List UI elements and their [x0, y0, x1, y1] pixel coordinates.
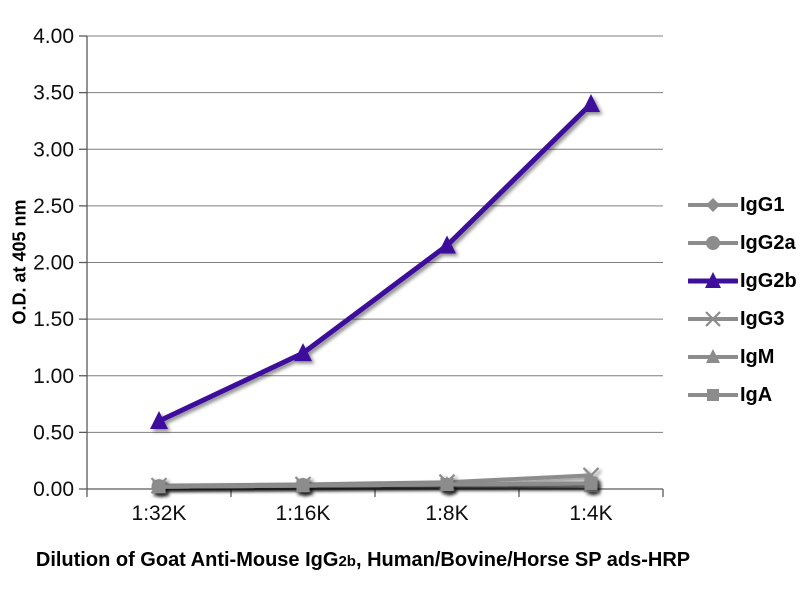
legend-label: IgM [740, 345, 775, 368]
square-marker [584, 476, 598, 490]
triangle-marker [438, 235, 456, 254]
triangle-marker [150, 411, 168, 430]
x-axis-title-prefix: Dilution of Goat Anti-Mouse IgG [35, 549, 339, 571]
y-tick-label: 0.50 [33, 421, 74, 444]
triangle-marker [705, 272, 721, 288]
legend-label: IgA [740, 383, 773, 406]
square-marker [440, 477, 454, 491]
series-IgG2b [150, 93, 600, 430]
x-tick-label: 1:16K [276, 502, 331, 525]
square-marker [152, 480, 166, 494]
legend-item-IgM: IgM [688, 338, 797, 376]
diamond-marker [706, 198, 720, 212]
x-tick-label: 1:8K [425, 502, 468, 525]
legend-marker-x [688, 311, 738, 327]
y-tick-label: 2.00 [33, 252, 74, 275]
y-tick-label: 2.50 [33, 195, 74, 218]
y-axis-title-text: O.D. at 405 nm [9, 199, 30, 325]
square-marker [707, 389, 719, 401]
circle-marker [706, 236, 720, 250]
legend-label: IgG3 [740, 307, 785, 330]
triangle-marker [294, 343, 312, 362]
y-tick-label: 1.50 [33, 308, 74, 331]
legend: IgG1 IgG2a IgG2b IgG3 IgM IgA [688, 186, 797, 414]
legend-marker-circle [688, 236, 738, 250]
legend-marker-square [688, 389, 738, 401]
legend-label: IgG2a [740, 231, 796, 254]
square-marker [296, 479, 310, 493]
series-line-IgA [157, 481, 593, 489]
legend-item-IgG3: IgG3 [688, 300, 797, 338]
legend-label: IgG1 [740, 193, 785, 216]
legend-marker-triangle [688, 349, 738, 363]
y-tick-label: 3.00 [33, 138, 74, 161]
legend-item-IgG2a: IgG2a [688, 224, 797, 262]
legend-item-IgA: IgA [688, 376, 797, 414]
x-marker [705, 311, 721, 327]
series-line-IgG2b [156, 101, 594, 424]
legend-item-IgG2b: IgG2b [688, 262, 797, 300]
y-tick-label: 1.00 [33, 365, 74, 388]
legend-marker-diamond [688, 198, 738, 212]
triangle-marker [706, 349, 720, 363]
x-tick-label: 1:4K [569, 502, 612, 525]
x-axis-title-subscript: 2b [338, 553, 356, 570]
legend-marker-triangle [688, 272, 738, 288]
x-tick-label: 1:32K [132, 502, 187, 525]
y-tick-label: 3.50 [33, 82, 74, 105]
y-tick-label: 0.00 [33, 478, 74, 501]
legend-label: IgG2b [740, 269, 797, 292]
x-axis-title: Dilution of Goat Anti-Mouse IgG2b, Human… [0, 549, 726, 572]
y-tick-label: 4.00 [33, 25, 74, 48]
triangle-marker [582, 93, 600, 112]
x-axis-title-suffix: , Human/Bovine/Horse SP ads-HRP [355, 549, 691, 571]
legend-item-IgG1: IgG1 [688, 186, 797, 224]
series-IgA [152, 476, 598, 494]
